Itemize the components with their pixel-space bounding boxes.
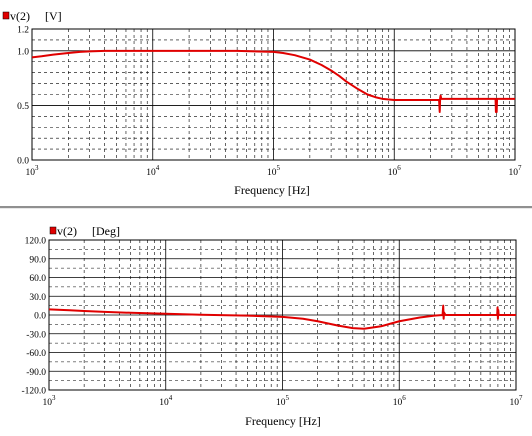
y-tick-label: -30.0 [26,330,46,340]
pane-separator-highlight [0,208,532,209]
magnitude-x-tick-labels: 103 104 105 106 107 [26,164,523,178]
x-tick-label: 103 [26,164,40,178]
phase-series [48,304,516,330]
x-tick-label: 105 [276,394,290,408]
y-tick-label: 1.2 [17,26,29,36]
y-tick-label: -60.0 [26,349,46,359]
magnitude-series [31,49,515,113]
x-tick-label: 107 [509,164,523,178]
y-tick-label: 1.0 [17,47,29,57]
magnitude-x-axis-label: Frequency [Hz] [234,183,310,197]
legend-signal: v(2) [10,9,30,23]
magnitude-chart: v(2) [V] 0.0 0.5 1.0 1.2 103 104 105 106 107 Fr… [2,9,523,197]
magnitude-grid [32,28,515,161]
y-tick-label: 0.5 [17,102,29,112]
legend-signal: v(2) [57,224,77,238]
legend-unit: [Deg] [92,224,120,238]
magnitude-y-tick-labels: 0.0 0.5 1.0 1.2 [17,26,29,167]
y-tick-label: 60.0 [29,274,46,284]
phase-chart: v(2) [Deg] -120.0 -90.0 -60.0 -30.0 0.0 30.0 6… [21,224,523,428]
y-tick-label: -120.0 [21,387,46,397]
x-tick-label: 106 [393,394,407,408]
magnitude-frame [31,28,516,161]
y-tick-label: 0.0 [34,312,46,322]
legend-swatch [2,11,10,20]
x-tick-label: 104 [159,394,173,408]
phase-legend: v(2) [Deg] [49,224,120,238]
x-tick-label: 103 [43,394,57,408]
phase-x-axis-label: Frequency [Hz] [245,414,321,428]
y-tick-label: 120.0 [25,237,47,247]
phase-x-tick-labels: 103 104 105 106 107 [43,394,524,408]
y-tick-label: 0.0 [17,157,29,167]
legend-unit: [V] [45,9,62,23]
x-tick-label: 105 [267,164,281,178]
x-tick-label: 106 [388,164,402,178]
magnitude-legend: v(2) [V] [2,9,62,23]
y-tick-label: -90.0 [26,368,46,378]
y-tick-label: 30.0 [29,293,46,303]
plot-frame [31,28,516,161]
series-line [48,304,516,330]
x-tick-label: 104 [146,164,160,178]
x-tick-label: 107 [510,394,524,408]
series-line [31,49,515,113]
legend-swatch [49,226,57,235]
phase-y-tick-labels: -120.0 -90.0 -60.0 -30.0 0.0 30.0 60.0 90.0 120.… [21,237,46,397]
y-tick-label: 90.0 [29,255,46,265]
pane-separator [0,206,532,208]
